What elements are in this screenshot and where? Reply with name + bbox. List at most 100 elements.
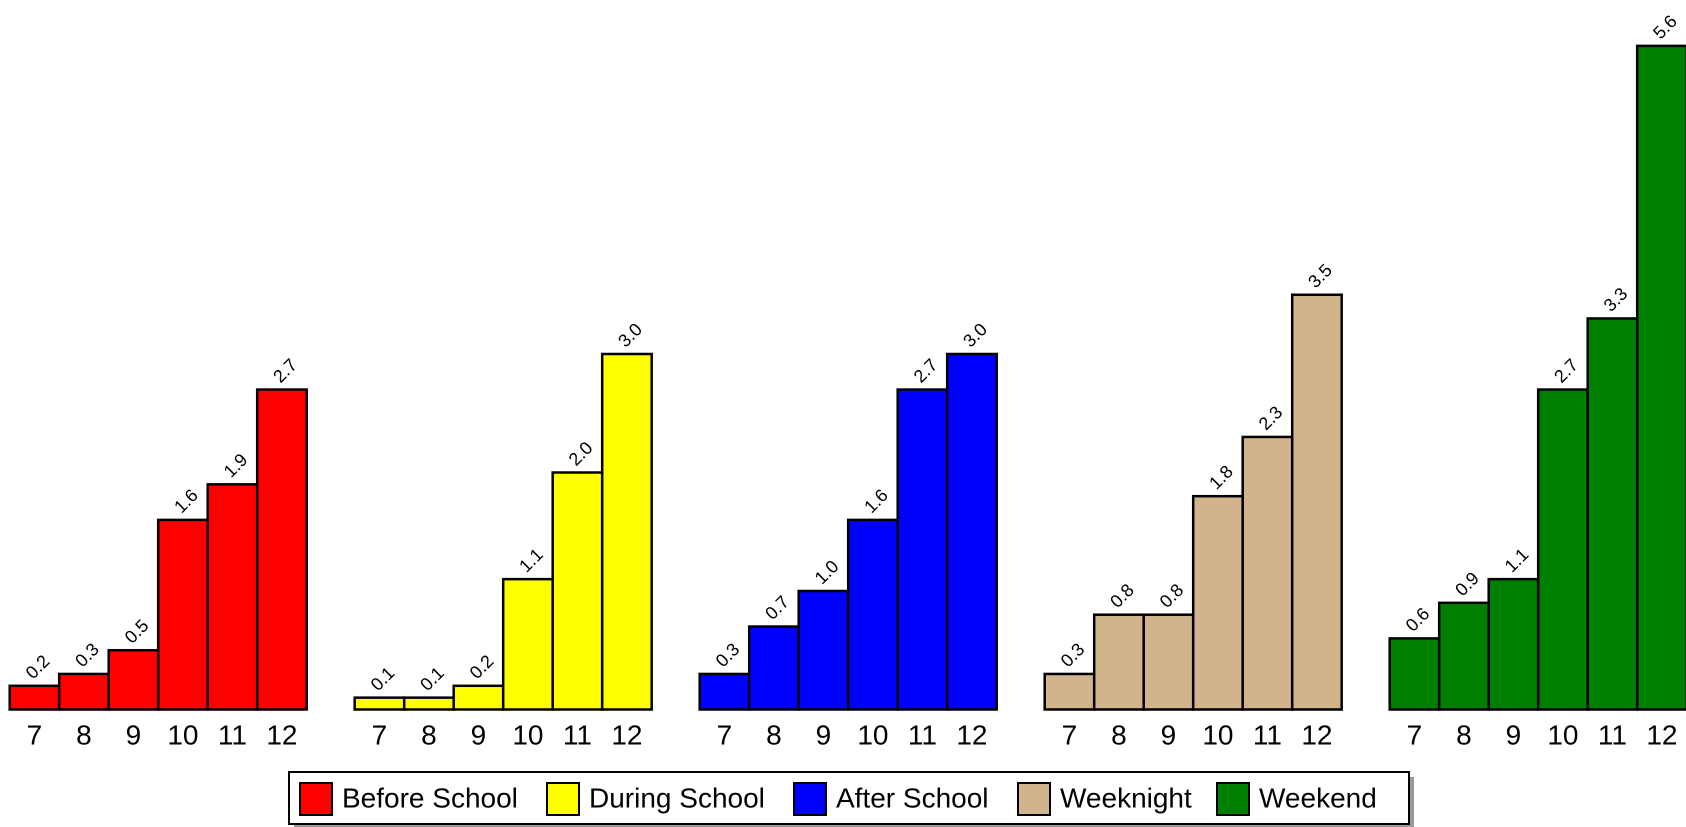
value-label: 3.3 (1600, 284, 1632, 316)
bar (1586, 317, 1639, 711)
legend-label: Before School (342, 782, 518, 813)
x-tick-label: 8 (1456, 719, 1472, 750)
bar (1092, 613, 1145, 711)
x-tick-label: 11 (218, 719, 247, 750)
value-label: 3.0 (959, 319, 991, 351)
x-tick-label: 12 (956, 719, 987, 750)
value-label: 2.0 (565, 438, 597, 470)
bar (945, 352, 998, 711)
value-label: 3.5 (1304, 260, 1336, 292)
x-tick-label: 11 (563, 719, 592, 750)
x-tick-label: 7 (1062, 719, 1078, 750)
value-label: 1.1 (1501, 544, 1533, 576)
bar (501, 577, 554, 711)
bar (551, 471, 604, 711)
bar (797, 589, 850, 711)
bar (698, 672, 751, 711)
bar (1437, 601, 1490, 711)
value-label: 1.1 (515, 544, 547, 576)
bar (896, 388, 949, 711)
bar (600, 352, 653, 711)
legend-swatch (793, 782, 827, 816)
x-tick-label: 7 (27, 719, 43, 750)
bar (206, 483, 259, 711)
bar (8, 684, 61, 711)
bar (1388, 637, 1441, 711)
value-label: 5.6 (1649, 11, 1681, 43)
x-tick-label: 11 (908, 719, 937, 750)
x-tick-label: 8 (421, 719, 437, 750)
value-label: 0.2 (466, 651, 498, 683)
bar (1536, 388, 1589, 711)
legend-label: During School (589, 782, 765, 813)
x-tick-label: 7 (1407, 719, 1423, 750)
value-label: 3.0 (614, 319, 646, 351)
bar (1142, 613, 1195, 711)
x-tick-label: 9 (126, 719, 142, 750)
bar (255, 388, 308, 711)
legend-swatch (299, 782, 333, 816)
value-label: 2.3 (1255, 402, 1287, 434)
value-label: 2.7 (269, 355, 301, 387)
value-label: 1.6 (860, 485, 892, 517)
x-tick-label: 11 (1253, 719, 1282, 750)
value-label: 1.0 (811, 556, 843, 588)
x-tick-label: 9 (1161, 719, 1177, 750)
x-tick-label: 12 (1646, 719, 1677, 750)
value-label: 1.9 (220, 450, 252, 482)
value-label: 0.5 (121, 615, 153, 647)
legend-label: Weeknight (1060, 782, 1192, 813)
bar (452, 684, 505, 711)
value-label: 0.2 (22, 651, 54, 683)
x-tick-label: 10 (512, 719, 543, 750)
legend-swatch (546, 782, 580, 816)
value-label: 0.7 (761, 592, 793, 624)
x-tick-label: 12 (611, 719, 642, 750)
x-tick-label: 10 (1202, 719, 1233, 750)
x-tick-label: 9 (471, 719, 487, 750)
bar (1241, 435, 1294, 711)
value-label: 0.8 (1156, 580, 1188, 612)
value-label: 2.7 (1550, 355, 1582, 387)
value-label: 0.3 (71, 639, 103, 671)
value-label: 0.3 (1057, 639, 1089, 671)
value-label: 0.8 (1106, 580, 1138, 612)
value-label: 2.7 (910, 355, 942, 387)
x-tick-label: 8 (76, 719, 92, 750)
x-tick-label: 7 (717, 719, 733, 750)
x-tick-label: 10 (1547, 719, 1578, 750)
x-tick-label: 9 (1506, 719, 1522, 750)
bar (107, 649, 160, 711)
bar (156, 518, 209, 711)
legend-swatch (1216, 782, 1250, 816)
x-tick-label: 11 (1598, 719, 1627, 750)
x-tick-label: 9 (816, 719, 832, 750)
value-label: 0.3 (712, 639, 744, 671)
x-tick-label: 8 (766, 719, 782, 750)
value-label: 0.9 (1451, 568, 1483, 600)
bar (747, 625, 800, 711)
legend-swatch (1017, 782, 1051, 816)
bar (1043, 672, 1096, 711)
x-tick-label: 12 (1301, 719, 1332, 750)
bar (57, 672, 110, 711)
value-label: 0.6 (1402, 604, 1434, 636)
x-tick-label: 7 (372, 719, 388, 750)
legend-label: Weekend (1259, 782, 1377, 813)
bar (846, 518, 899, 711)
x-tick-label: 10 (857, 719, 888, 750)
legend-label: After School (836, 782, 989, 813)
bar (1487, 577, 1540, 711)
bar (1635, 44, 1686, 711)
x-tick-label: 10 (167, 719, 198, 750)
value-label: 0.1 (416, 663, 448, 695)
x-tick-label: 8 (1111, 719, 1127, 750)
bar (353, 696, 406, 711)
bar (1290, 293, 1343, 711)
bar (402, 696, 455, 711)
value-label: 1.8 (1205, 461, 1237, 493)
value-label: 0.1 (367, 663, 399, 695)
x-tick-label: 12 (266, 719, 297, 750)
